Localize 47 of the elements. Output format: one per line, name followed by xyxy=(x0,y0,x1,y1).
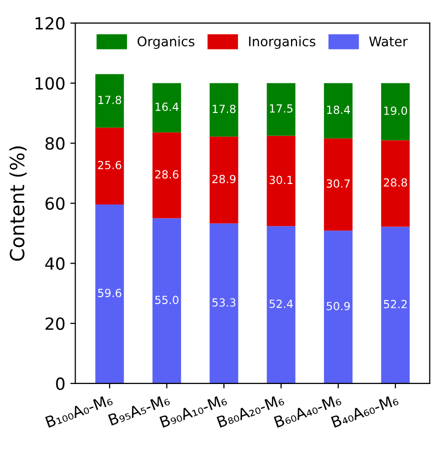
data-label: 52.4 xyxy=(270,300,293,308)
legend-label: Inorganics xyxy=(249,36,316,49)
bar xyxy=(324,230,353,384)
bar xyxy=(152,83,182,132)
bar xyxy=(210,136,238,224)
y-tick-label: 120 xyxy=(36,17,64,30)
bar xyxy=(381,226,410,384)
data-label: 19.0 xyxy=(384,106,408,115)
bar xyxy=(266,136,296,226)
bar xyxy=(95,74,124,128)
data-label: 30.7 xyxy=(326,179,350,188)
y-tick-label: 0 xyxy=(56,377,64,390)
data-label: 25.6 xyxy=(98,160,122,170)
data-label: 18.4 xyxy=(327,106,350,114)
data-label: 17.5 xyxy=(270,104,292,113)
bar xyxy=(95,128,124,204)
data-label: 55.0 xyxy=(155,296,178,304)
bar xyxy=(324,83,353,138)
bar xyxy=(266,226,296,384)
y-tick-label: 80 xyxy=(46,137,64,150)
y-axis-title: Content (%) xyxy=(9,146,27,261)
legend-label: Water xyxy=(369,36,408,46)
bar xyxy=(381,83,410,140)
bar xyxy=(381,140,410,227)
data-label: 28.8 xyxy=(384,178,408,187)
data-label: 52.2 xyxy=(384,300,407,308)
data-label: 30.1 xyxy=(270,176,292,184)
bar xyxy=(95,204,124,384)
data-label: 53.3 xyxy=(212,298,236,307)
data-label: 16.4 xyxy=(156,102,179,112)
data-label: 50.9 xyxy=(326,302,350,310)
y-tick-label: 100 xyxy=(36,77,64,90)
bar xyxy=(152,132,182,218)
data-label: 28.9 xyxy=(212,174,236,184)
y-tick-label: 20 xyxy=(46,317,64,330)
data-label: 17.8 xyxy=(212,104,236,114)
data-label: 17.8 xyxy=(98,96,122,104)
legend-label: Organics xyxy=(138,36,194,49)
bar xyxy=(324,138,353,231)
data-label: 28.6 xyxy=(155,170,178,179)
data-label: 59.6 xyxy=(98,288,122,298)
bar xyxy=(266,83,296,136)
y-tick-label: 40 xyxy=(45,257,64,270)
bar xyxy=(210,223,238,384)
bar xyxy=(152,218,182,384)
bar xyxy=(210,83,238,137)
y-tick-label: 60 xyxy=(46,197,64,210)
